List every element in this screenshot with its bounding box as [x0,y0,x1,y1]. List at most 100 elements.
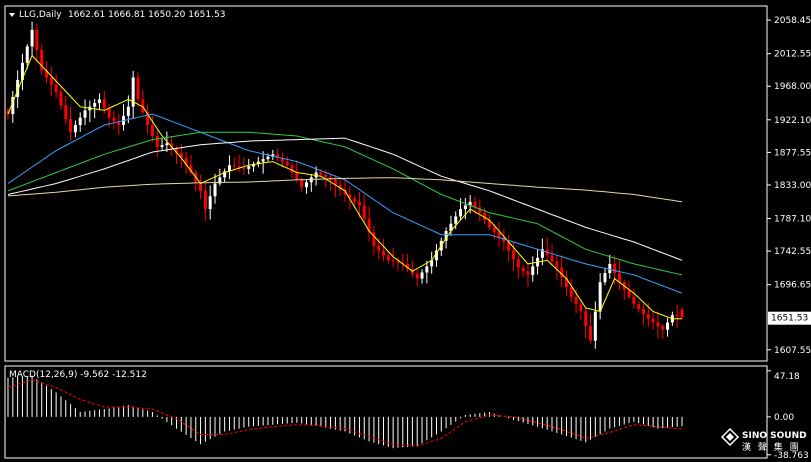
candle-body [425,266,429,273]
candle-body [574,296,578,305]
candle-body [459,209,463,217]
candle-body [463,205,467,210]
price-tick-label: 2058.45 [774,16,811,26]
candle-body [444,231,448,241]
candle-body [252,164,256,167]
price-panel-frame [4,5,768,362]
candle-body [165,143,169,146]
candle-body [136,77,140,100]
candle-body [449,223,453,232]
candle-body [97,99,101,104]
candle-body [512,250,515,260]
price-tick-label: 1607.55 [774,346,811,356]
macd-panel-frame [4,365,768,459]
moving-average-line [7,137,683,261]
candle-body [593,311,597,341]
candle-body [396,261,400,263]
candle-body [266,156,270,160]
candle-body [213,183,217,197]
current-price-label: 1651.53 [771,314,808,324]
candle-body [430,260,434,267]
candle-body [102,99,106,109]
candle-body [20,62,24,80]
sino-sound-watermark: SINO SOUND 漢 聲 集 團 [720,427,807,453]
candle-body [357,201,361,206]
candle-body [497,232,501,238]
candle-body [584,311,588,327]
candle-body [107,108,111,118]
candle-body [49,77,53,85]
macd-signal-line [7,379,683,447]
price-tick-label: 1833.00 [774,181,811,191]
candle-body [415,273,419,279]
price-tick-label: 1877.55 [774,148,811,158]
candle-body [598,282,602,312]
candle-body [179,153,183,158]
price-tick-label: 1742.55 [774,247,811,257]
candle-body [242,167,246,169]
candle-body [218,177,222,184]
candle-body [45,70,49,78]
candle-body [78,117,82,125]
candle-body [675,315,679,317]
candle-body [141,99,145,113]
candle-body [531,266,535,275]
candle-body [184,157,188,166]
candle-body [526,271,530,275]
candle-body [93,103,97,107]
candle-body [189,165,193,173]
candle-body [362,205,366,219]
current-price-box [768,311,811,325]
candle-body [569,287,573,297]
candle-body [69,118,73,133]
candle-body [386,255,390,261]
candle-body [367,218,371,233]
candle-body [656,322,660,327]
candle-body [203,190,207,210]
dropdown-triangle-icon[interactable] [9,13,15,17]
candle-body [564,277,568,288]
candle-body [314,172,318,178]
candle-body [507,242,511,251]
candle-body [126,106,130,116]
candle-body [454,216,458,224]
candle-body [333,179,337,185]
candle-body [550,255,554,262]
candle-body [560,267,564,278]
candle-body [338,184,342,190]
moving-average-line [7,131,683,276]
moving-average-line [7,177,683,203]
candle-body [64,105,68,119]
candle-body [300,179,304,188]
watermark-subtitle: 漢 聲 集 團 [742,441,801,453]
candle-body [555,261,559,268]
candle-body [637,304,641,310]
candle-body [478,207,482,213]
candle-body [666,322,670,330]
candle-body [256,161,260,164]
candle-body [131,77,135,107]
candle-body [641,309,645,314]
candle-body [406,263,410,269]
candle-body [223,171,227,178]
candle-body [540,249,544,258]
candle-body [516,259,520,268]
candle-body [160,145,164,147]
candle-body [73,125,77,133]
candle-body [319,172,323,175]
price-tick-label: 1696.65 [774,281,811,291]
candle-body [608,263,612,274]
candle-body [146,112,150,125]
candle-body [54,84,58,93]
candle-body [247,166,251,169]
candle-body [589,326,593,341]
candle-body [261,159,265,162]
candle-body [382,250,386,256]
candle-body [348,194,352,199]
candle-body [25,46,29,63]
candle-body [237,166,241,168]
macd-label: MACD(12,26,9) -9.562 -12.512 [9,370,147,380]
price-tick-label: 1922.10 [774,116,811,126]
